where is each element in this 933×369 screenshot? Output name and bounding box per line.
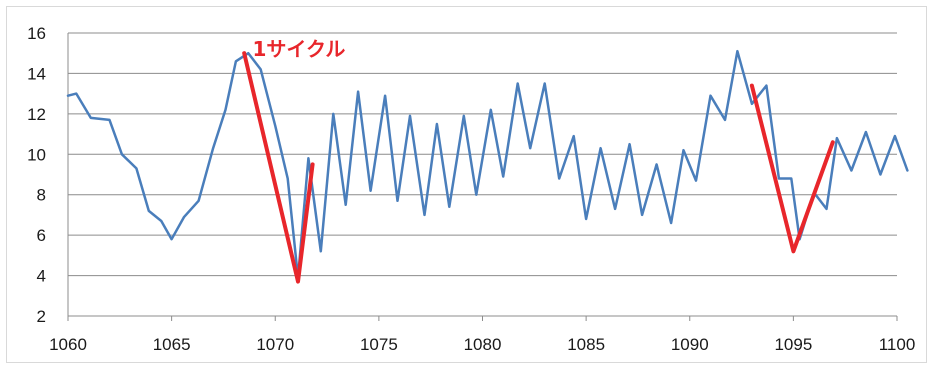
- cycle-highlight-line-2: [749, 83, 835, 254]
- chart-frame: [6, 6, 927, 363]
- y-tick-label: 6: [37, 226, 46, 245]
- x-tick-labels: 1060 1065 1070 1075 1080 1085 1090 1095 1100: [49, 335, 915, 354]
- annotations: 1サイクル: [252, 37, 345, 61]
- x-tick-label: 1090: [671, 335, 709, 354]
- y-tick-labels: 2 4 6 8 10 12 14 16: [27, 24, 46, 326]
- y-tick-label: 14: [27, 64, 46, 83]
- x-tick-label: 1070: [256, 335, 294, 354]
- x-tick-label: 1065: [153, 335, 191, 354]
- y-tick-label: 2: [37, 307, 46, 326]
- x-tick-label: 1095: [774, 335, 812, 354]
- y-tick-label: 16: [27, 24, 46, 43]
- main-series-line: [66, 49, 909, 279]
- y-tick-label: 12: [27, 105, 46, 124]
- x-tick-label: 1060: [49, 335, 87, 354]
- grid-lines: [68, 32, 897, 277]
- y-tick-label: 4: [37, 267, 46, 286]
- series-group: [66, 49, 909, 284]
- y-tick-label: 10: [27, 145, 46, 164]
- axes: [67, 33, 898, 321]
- y-tick-label: 8: [37, 186, 46, 205]
- cycle-highlight-line-1: [242, 51, 315, 284]
- x-tick-label: 1075: [360, 335, 398, 354]
- annotation-label: 1サイクル: [252, 37, 345, 61]
- x-tick-label: 1085: [567, 335, 605, 354]
- x-tick-label: 1080: [464, 335, 502, 354]
- x-tick-label: 1100: [879, 335, 916, 354]
